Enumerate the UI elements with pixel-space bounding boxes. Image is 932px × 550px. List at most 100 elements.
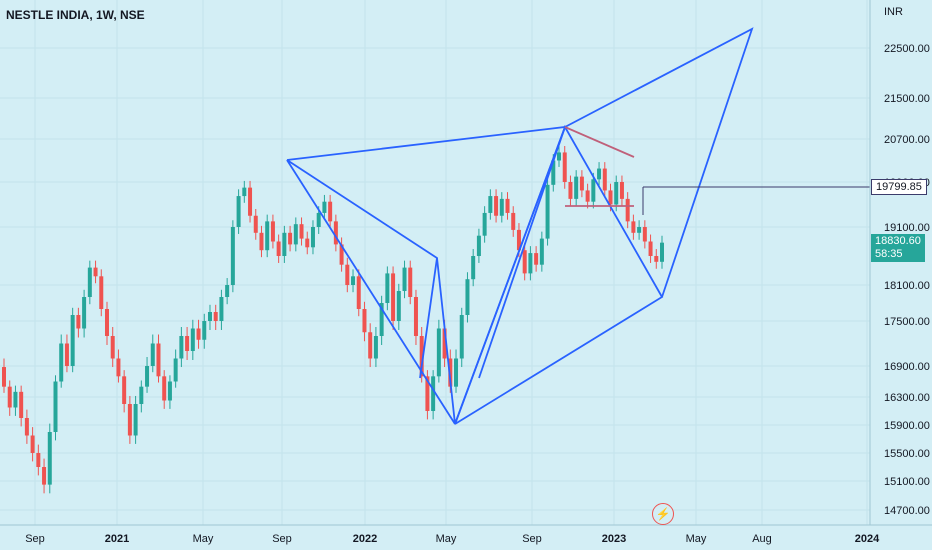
- candle-body: [316, 212, 321, 227]
- candle-body: [333, 221, 338, 245]
- candle-body: [190, 328, 195, 351]
- candles-group: [2, 145, 664, 494]
- projection-wedge[interactable]: [564, 27, 754, 298]
- candle-body: [236, 196, 241, 227]
- candle-body: [591, 179, 596, 202]
- candle-body: [127, 404, 132, 436]
- x-tick-label: 2024: [855, 533, 880, 545]
- candle-body: [528, 253, 533, 274]
- candle-body: [173, 358, 178, 382]
- candle-body: [402, 267, 407, 291]
- candle-body: [270, 221, 275, 242]
- candle-body: [225, 285, 230, 297]
- inner-leg-b[interactable]: [478, 126, 566, 379]
- candle-body: [499, 198, 504, 216]
- candle-body: [299, 224, 304, 239]
- last-price-label: 18830.60 58:35: [871, 234, 925, 262]
- candle-body: [53, 381, 58, 432]
- candle-body: [482, 212, 487, 236]
- x-tick-label: Sep: [522, 533, 542, 545]
- candle-body: [425, 376, 430, 411]
- candle-body: [59, 343, 64, 382]
- candle-body: [516, 229, 521, 251]
- candle-body: [265, 221, 270, 251]
- x-tick-label: Sep: [272, 533, 292, 545]
- candle-body: [196, 328, 201, 340]
- x-tick-label: Aug: [752, 533, 772, 545]
- x-tick-label: May: [436, 533, 457, 545]
- candle-body: [431, 376, 436, 411]
- candle-body: [145, 366, 150, 387]
- lightning-bolt-icon[interactable]: ⚡: [652, 503, 674, 525]
- bar-countdown: 58:35: [875, 248, 903, 260]
- candle-body: [351, 276, 356, 285]
- candle-body: [7, 386, 12, 408]
- candle-body: [322, 201, 327, 213]
- x-axis: Sep 2021 May Sep 2022 May Sep 2023 May Aug 2024: [0, 524, 932, 545]
- x-tick-label: 2022: [353, 533, 377, 545]
- candle-body: [602, 168, 607, 191]
- candle-body: [625, 198, 630, 222]
- candle-body: [494, 196, 499, 216]
- candle-body: [345, 264, 350, 285]
- y-tick-label: 16900.00: [884, 361, 930, 373]
- y-tick-label: 15500.00: [884, 448, 930, 460]
- candle-body: [230, 227, 235, 285]
- candle-body: [93, 267, 98, 277]
- candle-body: [471, 256, 476, 280]
- candle-body: [36, 453, 41, 467]
- candle-body: [442, 328, 447, 359]
- candle-body: [150, 343, 155, 366]
- candle-body: [505, 198, 510, 213]
- resistance-trendline[interactable]: [564, 126, 635, 158]
- hline-price-label: 19799.85: [871, 179, 927, 195]
- candle-body: [328, 201, 333, 222]
- x-tick-label: May: [193, 533, 214, 545]
- candle-body: [179, 336, 184, 359]
- candle-body: [276, 241, 281, 256]
- x-tick-label: May: [686, 533, 707, 545]
- candle-body: [110, 336, 115, 359]
- candle-body: [642, 227, 647, 242]
- candle-body: [534, 253, 539, 265]
- candle-body: [419, 336, 424, 377]
- y-tick-label: 15900.00: [884, 420, 930, 432]
- harmonic-pattern-left-diagonal[interactable]: [286, 159, 456, 425]
- candle-body: [413, 297, 418, 336]
- harmonic-pattern-right[interactable]: [454, 124, 664, 425]
- inner-leg-a[interactable]: [419, 257, 438, 379]
- candle-body: [64, 343, 69, 366]
- candle-body: [202, 321, 207, 340]
- x-tick-label: 2023: [602, 533, 626, 545]
- candle-body: [579, 176, 584, 191]
- grid-lines: [0, 0, 870, 525]
- y-tick-label: 18100.00: [884, 280, 930, 292]
- candle-body: [608, 190, 613, 205]
- y-tick-label: 15100.00: [884, 476, 930, 488]
- symbol-title[interactable]: NESTLE INDIA, 1W, NSE: [6, 8, 145, 22]
- candle-body: [259, 232, 264, 251]
- candle-body: [373, 336, 378, 359]
- pattern-drawings: [286, 27, 870, 425]
- candle-body: [13, 391, 18, 408]
- candle-body: [87, 267, 92, 297]
- candle-body: [253, 215, 258, 233]
- y-tick-label: 17500.00: [884, 316, 930, 328]
- candle-body: [24, 418, 29, 436]
- last-price-text: 18830.60: [875, 235, 921, 247]
- candle-body: [539, 238, 544, 265]
- candle-body: [488, 196, 493, 213]
- candle-body: [585, 190, 590, 202]
- y-tick-label: 21500.00: [884, 93, 930, 105]
- candle-body: [162, 376, 167, 401]
- candle-body: [660, 242, 664, 262]
- candle-body: [362, 309, 367, 333]
- candle-body: [122, 376, 127, 404]
- candle-body: [104, 309, 109, 336]
- x-tick-label: 2021: [105, 533, 129, 545]
- candle-body: [139, 386, 144, 404]
- candle-body: [522, 250, 527, 274]
- candle-body: [436, 328, 441, 377]
